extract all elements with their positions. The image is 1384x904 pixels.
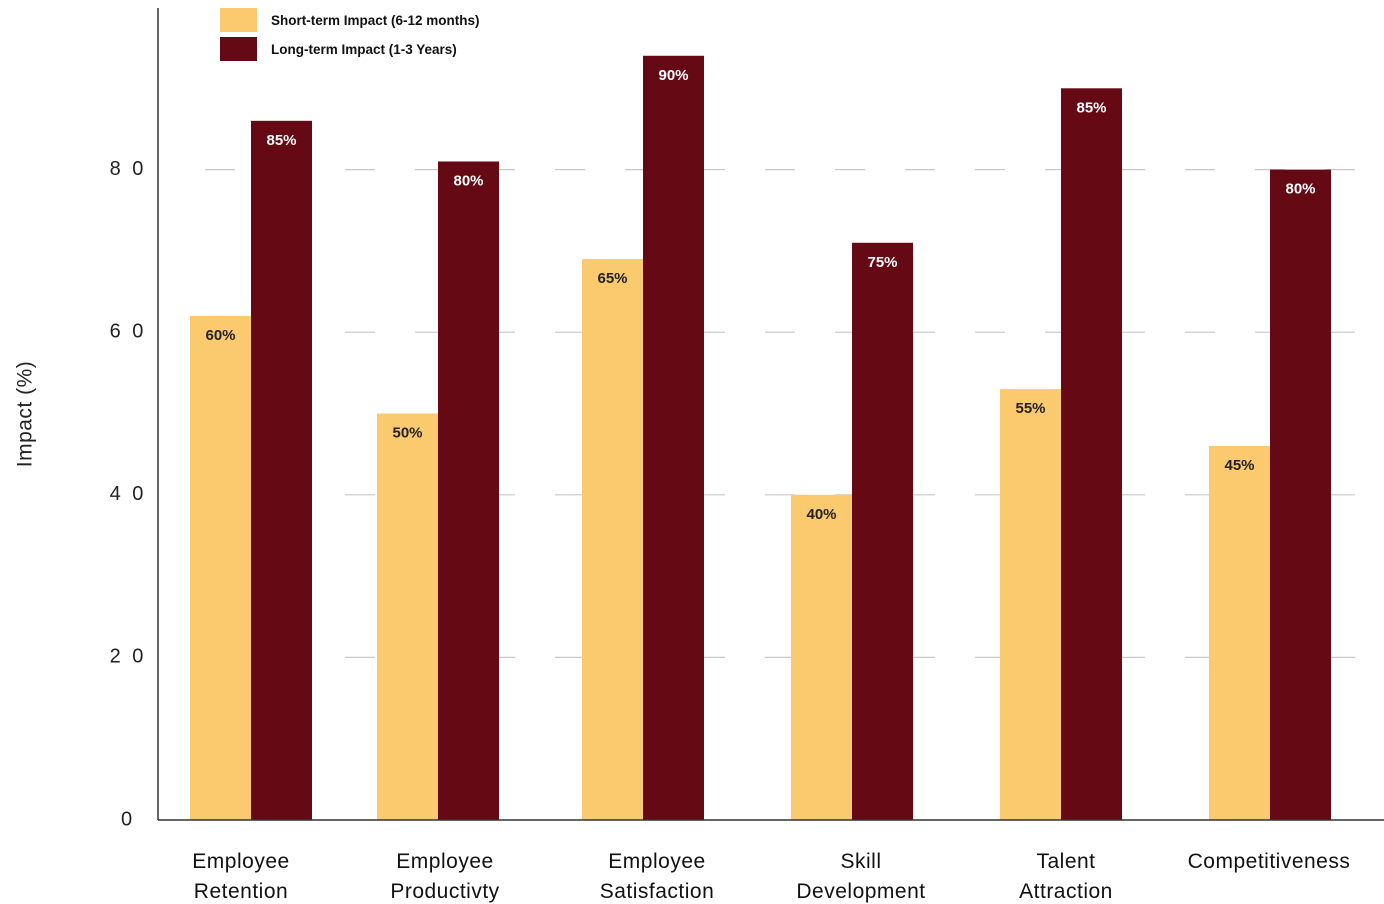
bars: 60% 50% 65% 40% 55% 45% 85% 80% 90% 75% 85% 80% <box>190 55 1331 821</box>
bar <box>438 161 499 821</box>
data-label: 65% <box>597 270 627 287</box>
y-tick-label: 8 0 <box>110 158 147 180</box>
y-tick-label: 4 0 <box>110 483 147 505</box>
axes <box>157 8 1384 821</box>
bar <box>190 315 251 820</box>
data-label: 55% <box>1015 400 1045 417</box>
data-label: 75% <box>867 254 897 271</box>
x-category-label: Retention <box>194 880 288 903</box>
data-label: 80% <box>1285 181 1315 198</box>
data-label: 85% <box>1076 99 1106 116</box>
x-category-label: Satisfaction <box>600 880 715 903</box>
data-label: 85% <box>266 132 296 149</box>
y-tick-labels: 0 2 0 4 0 6 0 8 0 <box>110 158 147 830</box>
x-category-label: Attraction <box>1019 880 1113 903</box>
x-category-label: Skill <box>840 850 881 873</box>
bar <box>1000 389 1061 820</box>
x-category-label: Employee <box>396 850 493 873</box>
bar <box>582 259 643 820</box>
bar <box>1061 88 1122 821</box>
x-category-label: Competitiveness <box>1188 850 1351 873</box>
x-category-label: Employee <box>192 850 289 873</box>
data-label: 90% <box>658 67 688 84</box>
legend-label: Short-term Impact (6-12 months) <box>271 13 480 28</box>
y-axis-label: Impact (%) <box>14 361 37 468</box>
x-category-label: Productivty <box>390 880 499 903</box>
bar <box>852 242 913 820</box>
bar <box>1209 446 1270 820</box>
y-tick-label: 0 <box>121 808 135 830</box>
bar <box>251 120 312 820</box>
x-category-label: Development <box>796 880 925 903</box>
legend: Short-term Impact (6-12 months) Long-term… <box>220 8 480 61</box>
bar <box>1270 169 1331 821</box>
y-tick-label: 6 0 <box>110 320 147 342</box>
data-label: 60% <box>205 327 235 344</box>
bar <box>377 413 438 820</box>
y-tick-label: 2 0 <box>110 646 147 668</box>
x-category-label: Employee <box>608 850 705 873</box>
bar <box>791 494 852 820</box>
legend-swatch <box>220 37 257 61</box>
data-label: 40% <box>806 506 836 523</box>
data-label: 50% <box>392 425 422 442</box>
bar <box>643 55 704 820</box>
x-category-labels: Employee Retention Employee Productivty Empl… <box>192 850 1350 903</box>
data-label: 45% <box>1224 457 1254 474</box>
legend-swatch <box>220 8 257 32</box>
data-label: 80% <box>453 172 483 189</box>
legend-label: Long-term Impact (1-3 Years) <box>271 42 457 57</box>
x-category-label: Talent <box>1036 850 1095 873</box>
